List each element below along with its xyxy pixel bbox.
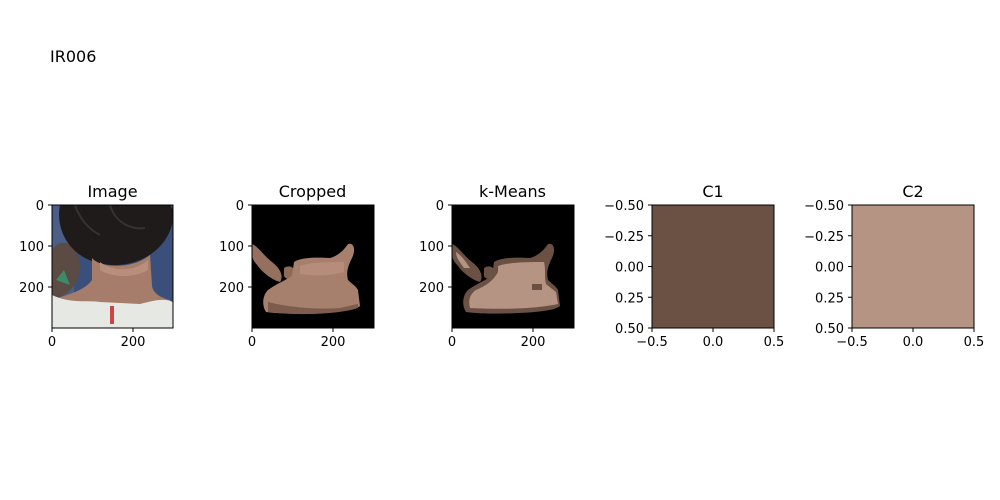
- neck-photo: [52, 205, 173, 328]
- x-tick-label: 0.5: [764, 335, 785, 350]
- panel-cropped-title: Cropped: [279, 182, 347, 201]
- panel-c2-title: C2: [902, 182, 923, 201]
- y-tick-label: 0.00: [615, 261, 644, 276]
- x-tick-label: 0.0: [903, 335, 924, 350]
- x-tick-label: −0.5: [636, 335, 668, 350]
- y-tick-label: 100: [19, 240, 44, 255]
- x-tick-label: 200: [321, 335, 346, 350]
- panel-image-title: Image: [87, 182, 137, 201]
- y-tick-label: 200: [19, 281, 44, 296]
- x-tick-label: 0.5: [964, 335, 985, 350]
- y-tick-label: 100: [419, 240, 444, 255]
- panel-c1-title: C1: [702, 182, 723, 201]
- kmeans-map: [452, 205, 574, 328]
- x-tick-label: 200: [521, 335, 546, 350]
- y-tick-label: 200: [419, 281, 444, 296]
- panel-c1: C1 −0.50 −0.25 0.00 0.25 0.50 −0.5 0.0 0…: [604, 182, 784, 350]
- y-tick-label: −0.50: [604, 199, 644, 214]
- y-tick-label: −0.25: [804, 230, 844, 245]
- y-tick-label: −0.50: [804, 199, 844, 214]
- y-tick-label: 100: [219, 240, 244, 255]
- y-tick-label: −0.25: [604, 230, 644, 245]
- x-tick-label: −0.5: [836, 335, 868, 350]
- y-tick-label: 0.25: [815, 291, 844, 306]
- panel-c2: C2 −0.50 −0.25 0.00 0.25 0.50 −0.5 0.0 0…: [804, 182, 984, 350]
- x-tick-label: 0: [248, 335, 256, 350]
- c2-color-swatch: [852, 205, 974, 328]
- panel-kmeans-title: k-Means: [479, 182, 546, 201]
- panel-cropped: Cropped 0 100 200 0 200: [219, 182, 374, 350]
- x-tick-label: 200: [121, 335, 146, 350]
- y-tick-label: 0: [36, 199, 44, 214]
- x-tick-label: 0: [48, 335, 56, 350]
- y-tick-label: 0: [236, 199, 244, 214]
- y-tick-label: 0.00: [815, 261, 844, 276]
- c1-color-swatch: [652, 205, 774, 328]
- y-tick-label: 0.25: [615, 291, 644, 306]
- panel-kmeans: k-Means 0 100 200 0 200: [419, 182, 574, 350]
- x-tick-label: 0: [448, 335, 456, 350]
- cropped-mask: [252, 205, 374, 328]
- y-tick-label: 200: [219, 281, 244, 296]
- x-tick-label: 0.0: [703, 335, 724, 350]
- panel-image: Image 0 100 200 0 200: [19, 182, 173, 350]
- y-tick-label: 0: [436, 199, 444, 214]
